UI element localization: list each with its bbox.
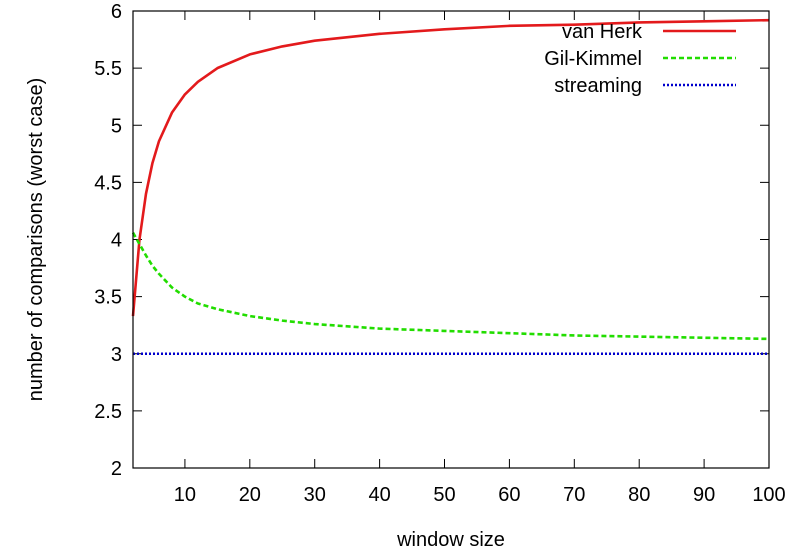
legend-label-streaming: streaming: [554, 75, 642, 97]
y-tick-label: 5.5: [94, 58, 122, 80]
x-tick-label: 70: [563, 484, 585, 506]
y-tick-label: 5: [111, 115, 122, 137]
ticks-layer: 2 2.5 3 3.5 4 4.5 5 5.5 6 10 20 30 40 50 60 70 80 90 100: [94, 1, 786, 506]
legend-label-van-herk: van Herk: [562, 21, 643, 43]
y-tick-label: 3.5: [94, 287, 122, 309]
y-axis-title: number of comparisons (worst case): [25, 78, 47, 401]
y-tick-label: 4: [111, 230, 122, 252]
legend-label-gil-kimmel: Gil-Kimmel: [544, 48, 642, 70]
y-tick-label: 3: [111, 344, 122, 366]
x-tick-label: 40: [368, 484, 390, 506]
y-tick-label: 2: [111, 458, 122, 480]
legend: van Herk Gil-Kimmel streaming: [544, 21, 736, 97]
y-tick-label: 2.5: [94, 401, 122, 423]
x-tick-label: 30: [304, 484, 326, 506]
x-tick-label: 80: [628, 484, 650, 506]
x-tick-label: 100: [752, 484, 785, 506]
y-tick-label: 4.5: [94, 172, 122, 194]
plot-frame: [132, 10, 770, 469]
x-tick-label: 50: [433, 484, 455, 506]
x-tick-label: 90: [693, 484, 715, 506]
y-tick-label: 6: [111, 1, 122, 23]
series-line-gil-kimmel: [131, 232, 770, 341]
series-layer: [131, 18, 770, 356]
x-tick-label: 10: [174, 484, 196, 506]
x-tick-label: 60: [498, 484, 520, 506]
x-axis-title: window size: [396, 529, 505, 551]
x-tick-label: 20: [239, 484, 261, 506]
series-line-van-herk: [131, 18, 770, 317]
